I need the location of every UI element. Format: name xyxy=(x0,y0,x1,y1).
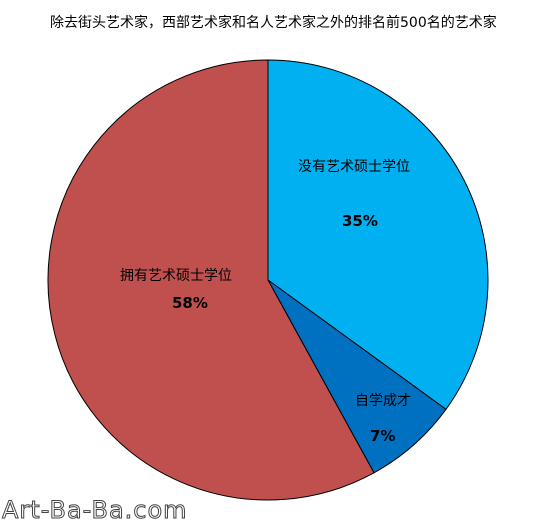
watermark: Art-Ba-Ba.com xyxy=(2,496,188,524)
pie-slice xyxy=(267,59,489,411)
pie-slice xyxy=(47,59,375,501)
slice-label: 没有艺术硕士学位 xyxy=(298,159,410,175)
slice-label: 自学成才 xyxy=(355,393,411,409)
slice-label: 拥有艺术硕士学位 xyxy=(120,268,232,284)
value-label: 58% xyxy=(172,294,208,312)
value-label: 7% xyxy=(370,427,396,445)
chart-title: 除去街头艺术家，西部艺术家和名人艺术家之外的排名前500名的艺术家 xyxy=(50,15,497,31)
value-label: 35% xyxy=(342,212,378,230)
